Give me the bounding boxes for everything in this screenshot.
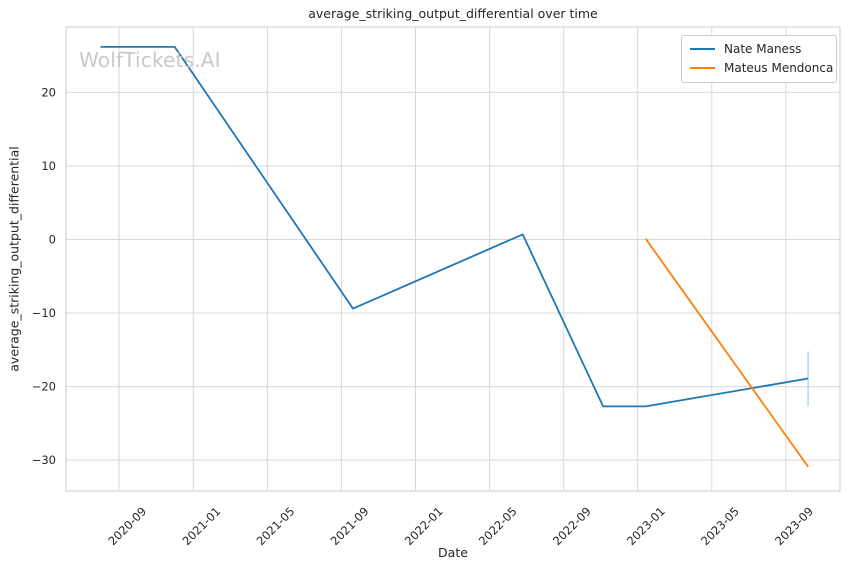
y-tick-label: −30 [32,453,56,467]
legend: Nate Maness Mateus Mendonca [681,35,837,83]
y-tick-label: −20 [32,380,56,394]
x-tick-label: 2023-01 [624,504,668,548]
y-tick-label: 20 [41,85,56,99]
y-tick-label: −10 [32,306,56,320]
x-tick-label: 2022-05 [476,504,520,548]
y-axis-label: average_striking_output_differential [6,146,22,372]
x-tick-label: 2022-01 [402,504,446,548]
x-axis-label: Date [438,545,468,560]
legend-line-swatch-orange [690,67,715,69]
series-line-mateus-mendonca [644,238,809,468]
x-tick-label: 2021-05 [254,504,298,548]
watermark: WolfTickets.AI [79,48,221,72]
y-tick-label: 10 [41,159,56,173]
plot-border [65,26,841,492]
x-tick-label: 2023-09 [772,504,816,548]
legend-line-swatch-blue [690,48,715,50]
legend-item: Nate Maness [690,40,828,58]
x-tick-label: 2020-09 [105,504,149,548]
x-tick-label: 2022-09 [550,504,594,548]
legend-label: Mateus Mendonca [724,61,834,75]
x-tick-label: 2021-09 [328,504,372,548]
series-line-nate-maness [100,46,809,408]
legend-label: Nate Maness [724,42,802,56]
chart-title: average_striking_output_differential ove… [308,6,598,21]
x-tick-label: 2023-05 [698,504,742,548]
x-tick-label: 2021-01 [179,504,223,548]
y-tick-label: 0 [49,233,56,247]
legend-item: Mateus Mendonca [690,59,833,77]
